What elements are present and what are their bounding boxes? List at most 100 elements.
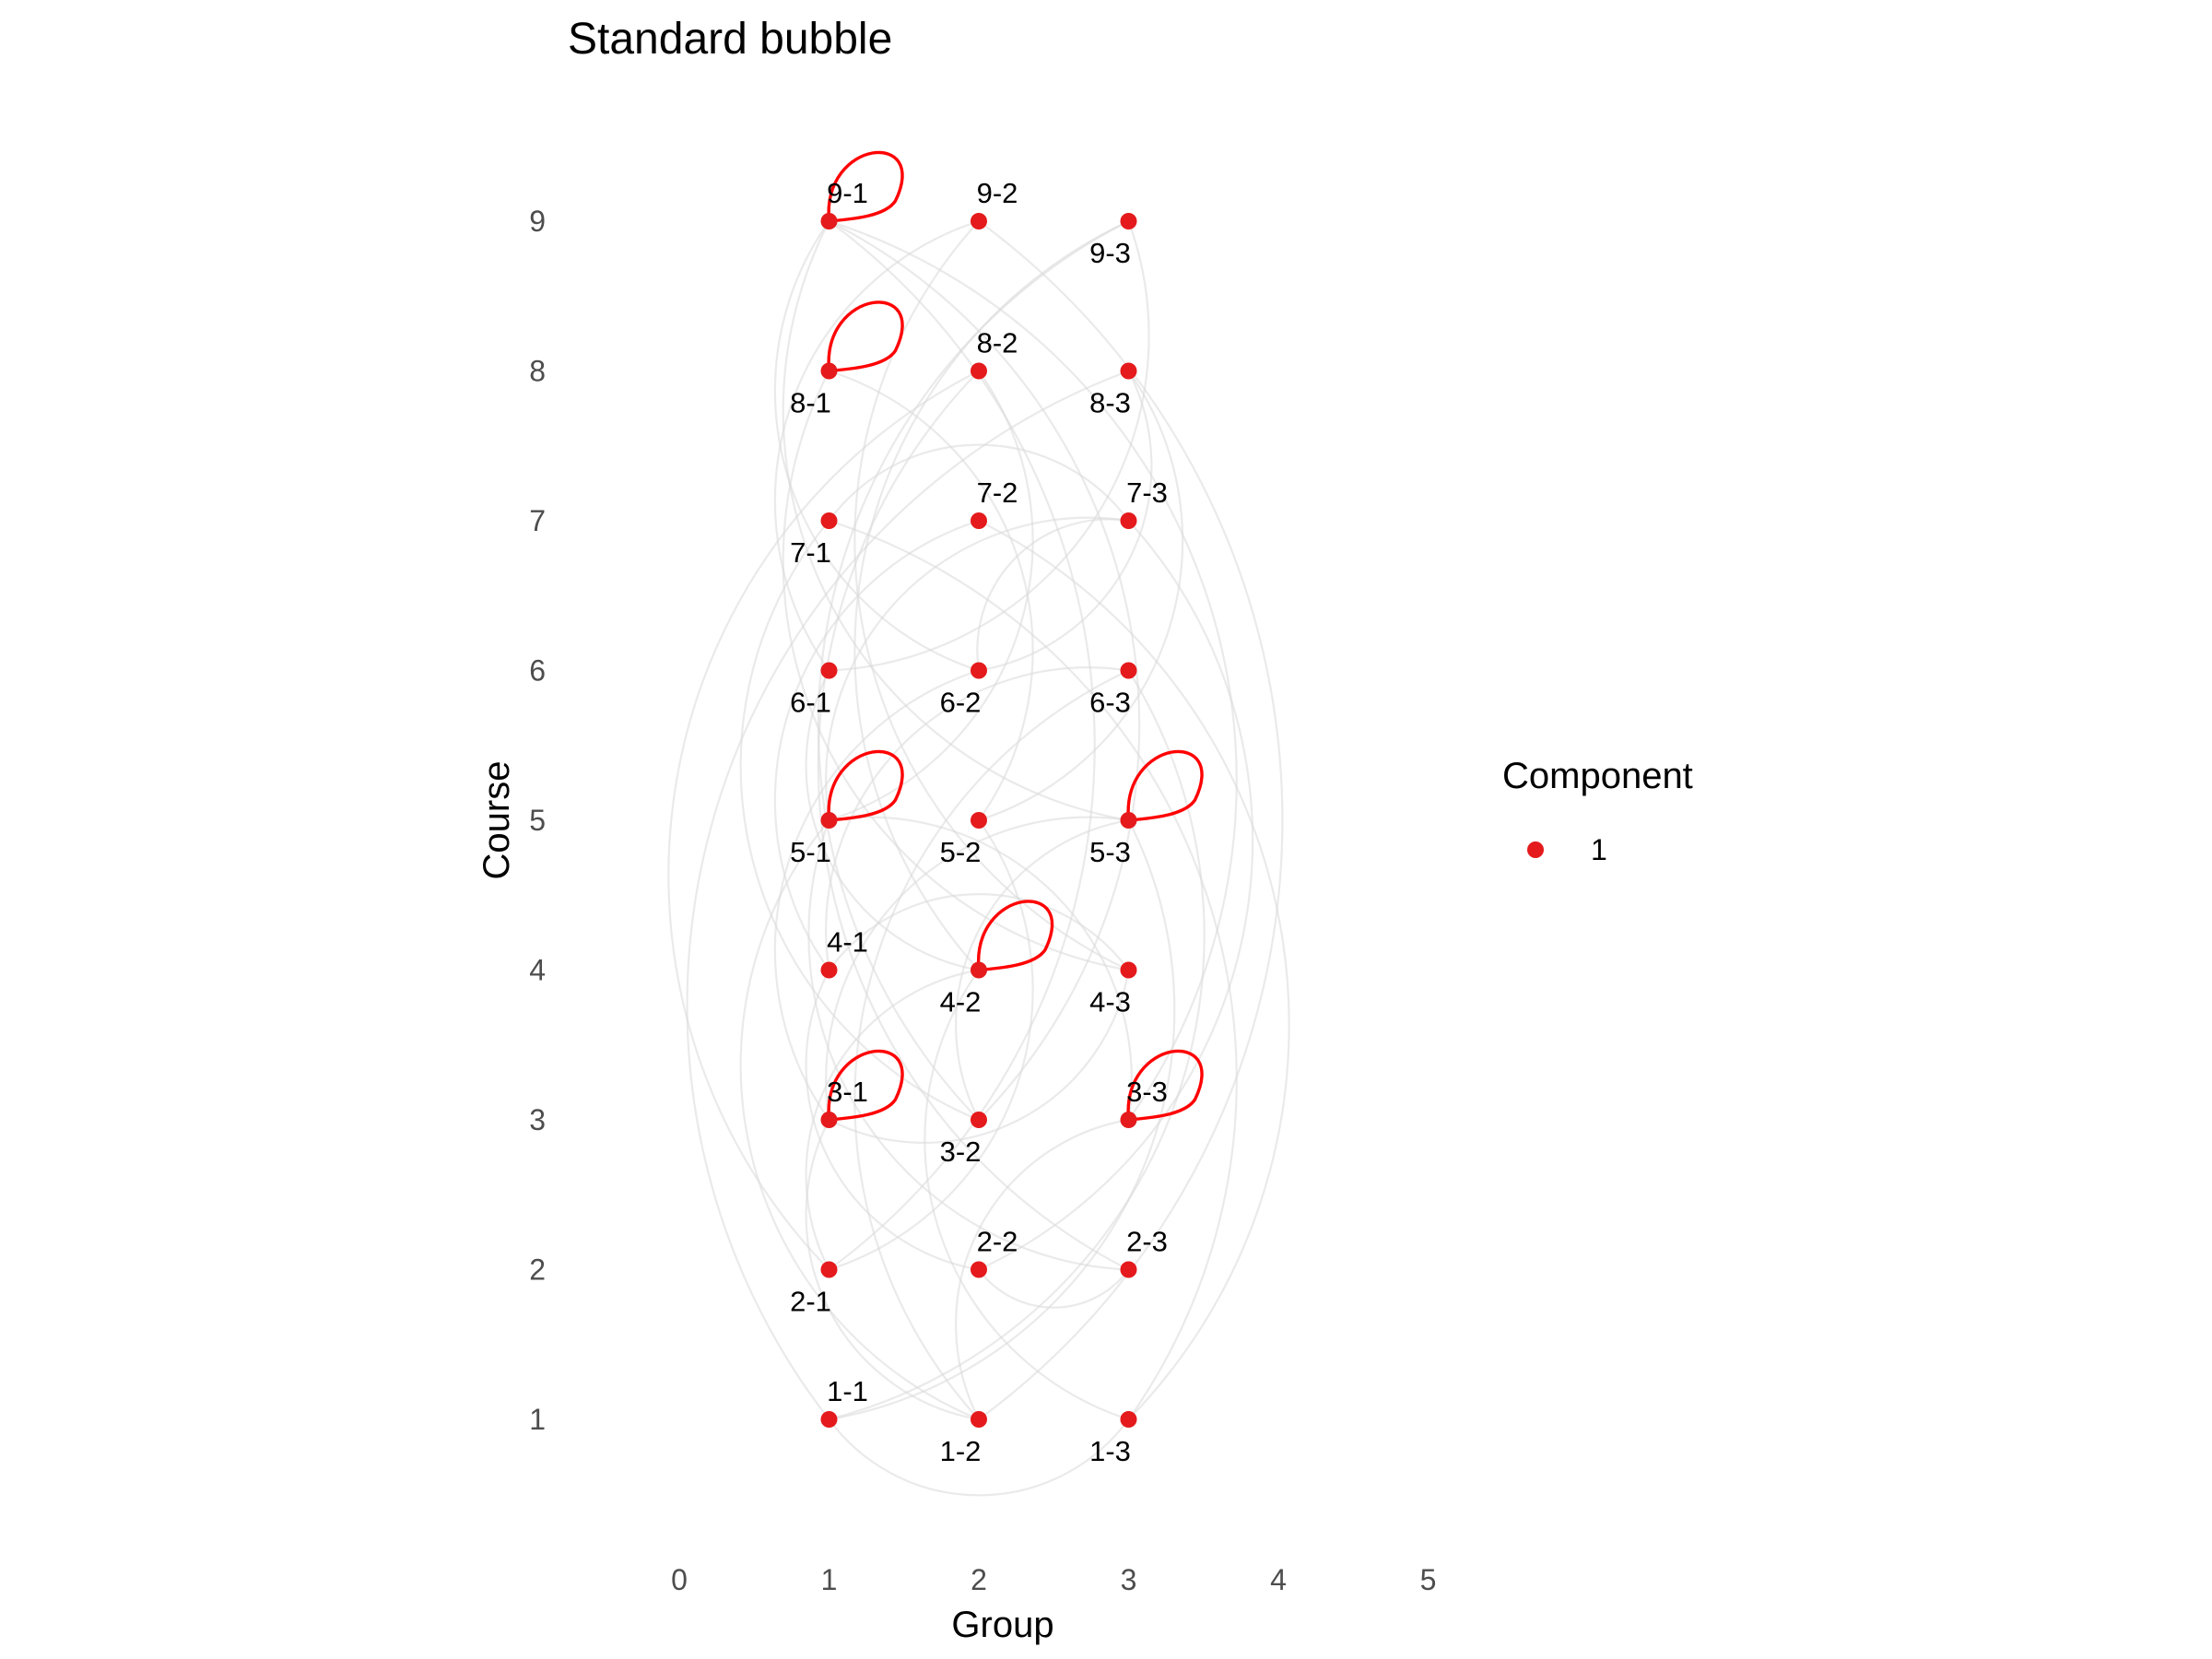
node-label: 7-3 (1126, 477, 1168, 509)
network-edge (829, 370, 1034, 822)
node-label: 8-1 (790, 387, 831, 419)
x-tick-label: 4 (1270, 1563, 1287, 1596)
y-tick-label: 4 (529, 954, 546, 987)
network-edge (805, 1119, 980, 1421)
node-point (971, 662, 987, 679)
node-label: 9-3 (1089, 237, 1131, 269)
node-point (1120, 1112, 1137, 1128)
y-tick-label: 6 (529, 654, 546, 688)
node-point (971, 1112, 987, 1128)
node-point (820, 1411, 838, 1428)
node-point (820, 213, 838, 229)
y-tick-label: 2 (529, 1253, 546, 1287)
node-point (971, 213, 987, 229)
x-axis-ticks: 0 1 2 3 4 5 (671, 1563, 1436, 1596)
network-edge (978, 1268, 1130, 1309)
self-loop (827, 300, 904, 373)
network-edge (828, 970, 1130, 1144)
self-loop-layer (827, 150, 1204, 1122)
node-label: 7-1 (790, 536, 831, 569)
legend-key (1527, 841, 1544, 858)
self-loop (977, 900, 1054, 972)
node-point (820, 961, 838, 979)
node-label: 6-3 (1089, 687, 1131, 719)
node-point (1120, 1411, 1137, 1428)
network-edge (805, 969, 980, 1271)
node-point (820, 662, 838, 679)
network-edge (828, 220, 1096, 1271)
node-point (820, 812, 838, 829)
node-label: 3-2 (940, 1135, 982, 1168)
network-edge (686, 370, 1129, 1420)
node-label: 1-3 (1089, 1435, 1131, 1467)
network-edge (773, 669, 980, 1121)
node-label: 5-1 (790, 836, 831, 868)
network-edge (829, 220, 1150, 672)
network-edge (976, 518, 1129, 671)
network-edge (853, 669, 1129, 1420)
chart-title: Standard bubble (568, 15, 892, 64)
network-edge (955, 818, 1129, 1121)
node-point (1120, 961, 1137, 979)
network-edge (829, 816, 1133, 1121)
node-label: 9-2 (977, 177, 1018, 209)
y-tick-label: 5 (529, 804, 546, 837)
node-label: 4-1 (827, 926, 868, 959)
self-loop (827, 749, 904, 822)
network-edge (739, 520, 980, 1122)
node-point (820, 512, 838, 529)
node-label: 2-2 (977, 1226, 1018, 1258)
x-tick-label: 1 (821, 1563, 838, 1596)
node-point (820, 1112, 838, 1128)
node-label: 9-1 (827, 177, 868, 209)
node-label: 4-2 (940, 986, 982, 1018)
node-point (1120, 362, 1137, 380)
self-loop (1126, 1049, 1204, 1122)
network-edge (782, 370, 1129, 971)
network-edge (829, 669, 1206, 1421)
node-point (971, 1411, 987, 1428)
node-label: 5-3 (1089, 836, 1131, 868)
x-tick-label: 0 (671, 1563, 688, 1596)
network-edge (924, 969, 1129, 1421)
network-edge (805, 669, 980, 971)
network-edge (667, 370, 980, 1271)
network-edge (807, 819, 1129, 1271)
legend-title: Component (1502, 756, 1693, 796)
y-tick-label: 8 (529, 355, 546, 388)
network-edge (853, 220, 1129, 971)
network-edge (829, 819, 1034, 1271)
node-point (971, 961, 987, 979)
legend: Component 1 (1502, 756, 1693, 866)
network-edge (829, 220, 1141, 1121)
network-edge (828, 1418, 1130, 1497)
y-tick-label: 9 (529, 205, 546, 238)
network-edge (739, 819, 980, 1421)
self-loop (827, 150, 904, 223)
node-label: 3-1 (827, 1076, 868, 1108)
network-edge (805, 969, 980, 1271)
node-point (1120, 1261, 1137, 1278)
x-tick-label: 2 (971, 1563, 987, 1596)
node-point (971, 512, 987, 529)
node-point (971, 362, 987, 380)
node-point (1120, 662, 1137, 679)
node-label: 8-2 (977, 327, 1018, 359)
network-edge (825, 516, 1129, 821)
network-edge (828, 893, 1130, 971)
x-tick-label: 5 (1420, 1563, 1437, 1596)
network-edge (782, 220, 1129, 822)
node-point (1120, 512, 1137, 529)
node-label: 2-3 (1126, 1226, 1168, 1258)
node-point (820, 1261, 838, 1278)
node-label: 6-2 (940, 687, 982, 719)
node-label: 2-1 (790, 1286, 831, 1318)
self-loop (827, 1049, 904, 1122)
network-edge (829, 370, 1034, 821)
network-edge (829, 519, 1238, 1420)
y-axis-ticks: 1 2 3 4 5 6 7 8 9 (529, 205, 546, 1436)
network-edge (773, 519, 980, 971)
node-point (971, 1261, 987, 1278)
node-point (820, 362, 838, 380)
point-label-layer: 1-1 1-2 1-3 2-1 2-2 2-3 3-1 3-2 3-3 4-1 4-2 4-3 5-1 5… (790, 177, 1168, 1467)
